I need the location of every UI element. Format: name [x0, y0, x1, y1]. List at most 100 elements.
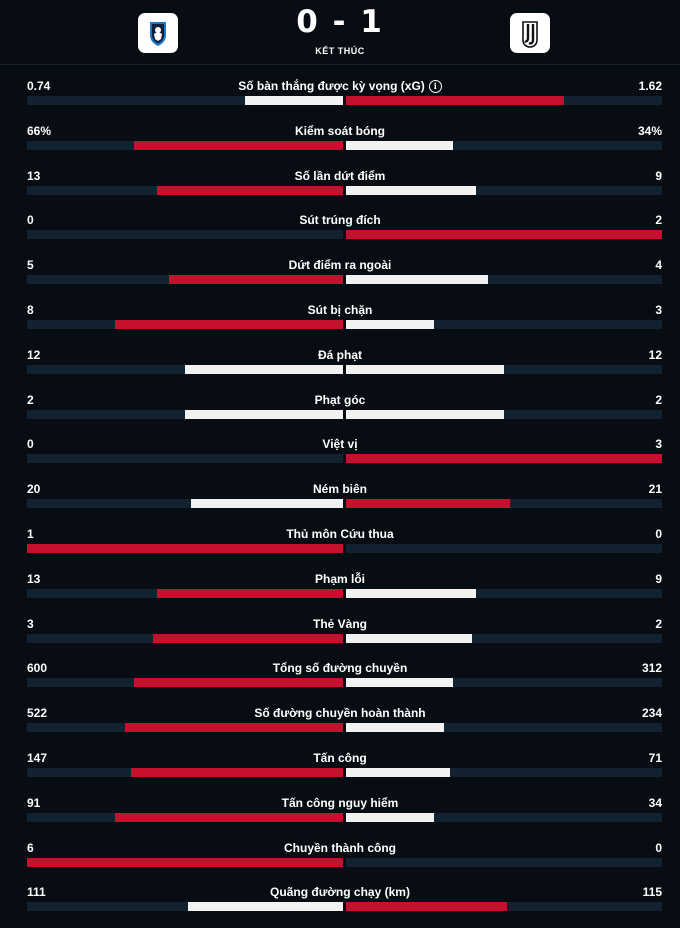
stat-away-value: 2	[655, 213, 662, 228]
stat-label: Tấn công nguy hiểm	[281, 795, 399, 810]
stat-label: Quãng đường chạy (km)	[270, 885, 410, 900]
stat-label: Số lần dứt điểm	[294, 168, 386, 183]
stat-home-bar	[191, 499, 343, 509]
stat-row: 600 Tổng số đường chuyền 312	[0, 649, 680, 694]
stat-home-value: 91	[27, 795, 41, 810]
stat-home-track	[27, 185, 343, 195]
stat-away-bar	[346, 633, 473, 643]
stat-away-track	[346, 812, 662, 822]
stat-away-value: 2	[655, 392, 662, 407]
stat-away-bar	[346, 96, 565, 105]
stat-home-value: 13	[27, 168, 41, 183]
stat-home-bar	[27, 857, 343, 867]
stat-row: 111 Quãng đường chạy (km) 115	[0, 873, 680, 918]
stat-row: 0 Sút trúng đích 2	[0, 201, 680, 246]
stat-away-bar	[346, 723, 444, 733]
stat-home-track	[27, 678, 343, 688]
stat-home-track	[27, 723, 343, 733]
stat-away-bar	[346, 812, 435, 822]
stat-label: Sút trúng đích	[299, 213, 381, 228]
juventus-logo-icon[interactable]	[510, 13, 550, 53]
stat-away-bar	[346, 454, 662, 464]
info-icon[interactable]: i	[428, 80, 442, 93]
stat-label-wrap: Thẻ Vàng	[150, 617, 530, 631]
stat-away-bar	[346, 364, 504, 374]
stat-away-track	[346, 140, 662, 150]
stat-away-value: 34%	[637, 123, 662, 138]
stat-label-wrap: Số đường chuyền hoàn thành	[150, 706, 530, 720]
stat-label-wrap: Sút bị chặn	[150, 303, 530, 317]
stat-home-track	[27, 588, 343, 598]
stat-away-track	[346, 364, 662, 374]
stat-label-wrap: Chuyền thành công	[150, 841, 530, 855]
stat-away-value: 0	[655, 526, 662, 541]
stat-row: 66% Kiểm soát bóng 34%	[0, 112, 680, 157]
stat-row: 147 Tấn công 71	[0, 739, 680, 784]
stat-home-value: 600	[27, 661, 48, 676]
stat-label: Tấn công	[313, 750, 367, 765]
stat-home-bar	[185, 364, 343, 374]
stat-home-value: 66%	[27, 123, 52, 138]
header-divider	[0, 64, 680, 65]
stat-row: 91 Tấn công nguy hiểm 34	[0, 784, 680, 829]
stat-label: Thủ môn Cứu thua	[286, 526, 394, 541]
stat-away-value: 2	[655, 616, 662, 631]
stat-row: 13 Số lần dứt điểm 9	[0, 157, 680, 202]
stat-away-track	[346, 409, 662, 419]
stat-row: 5 Dứt điểm ra ngoài 4	[0, 246, 680, 291]
atalanta-logo-icon[interactable]	[138, 13, 178, 53]
stat-home-value: 3	[27, 616, 34, 631]
stat-home-bar	[124, 723, 343, 733]
stat-label: Tổng số đường chuyền	[272, 661, 408, 676]
stat-home-track	[27, 812, 343, 822]
stat-label-wrap: Phạm lỗi	[150, 572, 530, 586]
stat-home-value: 0	[27, 213, 34, 228]
stat-home-bar	[169, 275, 343, 285]
stat-label-wrap: Sút trúng đích	[150, 213, 530, 227]
stat-home-value: 0.74	[27, 79, 51, 93]
stat-home-track	[27, 543, 343, 553]
stat-label-wrap: Dứt điểm ra ngoài	[150, 258, 530, 272]
stat-home-track	[27, 140, 343, 150]
stat-home-track	[27, 96, 343, 105]
stat-label-wrap: Tổng số đường chuyền	[150, 661, 530, 675]
stat-away-bar	[346, 902, 508, 912]
stat-away-value: 9	[655, 571, 662, 586]
stat-home-value: 20	[27, 482, 41, 497]
stat-away-value: 3	[655, 437, 662, 452]
stat-home-track	[27, 409, 343, 419]
stat-away-track	[346, 767, 662, 777]
stat-away-value: 9	[655, 168, 662, 183]
stat-home-value: 111	[27, 885, 46, 900]
stats-list: 0.74 Số bàn thắng được kỳ vọng (xG) i 1.62 6…	[0, 67, 680, 918]
stat-row: 13 Phạm lỗi 9	[0, 560, 680, 605]
stat-away-value: 12	[648, 347, 662, 362]
stat-home-bar	[153, 633, 343, 643]
stat-away-value: 1.62	[638, 79, 662, 93]
stat-away-value: 234	[641, 706, 662, 721]
stat-row: 522 Số đường chuyền hoàn thành 234	[0, 694, 680, 739]
stat-away-value: 4	[655, 258, 662, 273]
stat-home-value: 12	[27, 347, 41, 362]
stat-label-wrap: Phạt góc	[150, 393, 530, 407]
stat-home-track	[27, 499, 343, 509]
stat-home-bar	[156, 588, 343, 598]
stat-home-track	[27, 857, 343, 867]
stat-home-value: 5	[27, 258, 34, 273]
stat-away-track	[346, 857, 662, 867]
stat-label-wrap: Thủ môn Cứu thua	[150, 527, 530, 541]
stat-away-track	[346, 499, 662, 509]
stat-label-wrap: Quãng đường chạy (km)	[150, 885, 530, 899]
stat-home-value: 147	[27, 750, 48, 765]
stat-row: 3 Thẻ Vàng 2	[0, 605, 680, 650]
stat-home-value: 522	[27, 706, 48, 721]
stat-away-value: 21	[648, 482, 662, 497]
stat-home-bar	[115, 319, 343, 329]
stat-label: Thẻ Vàng	[312, 616, 367, 631]
stat-home-bar	[134, 140, 343, 150]
stat-away-track	[346, 723, 662, 733]
stat-away-track	[346, 633, 662, 643]
stat-label-wrap: Tấn công	[150, 751, 530, 765]
stat-away-bar	[346, 409, 504, 419]
stat-away-bar	[346, 588, 476, 598]
